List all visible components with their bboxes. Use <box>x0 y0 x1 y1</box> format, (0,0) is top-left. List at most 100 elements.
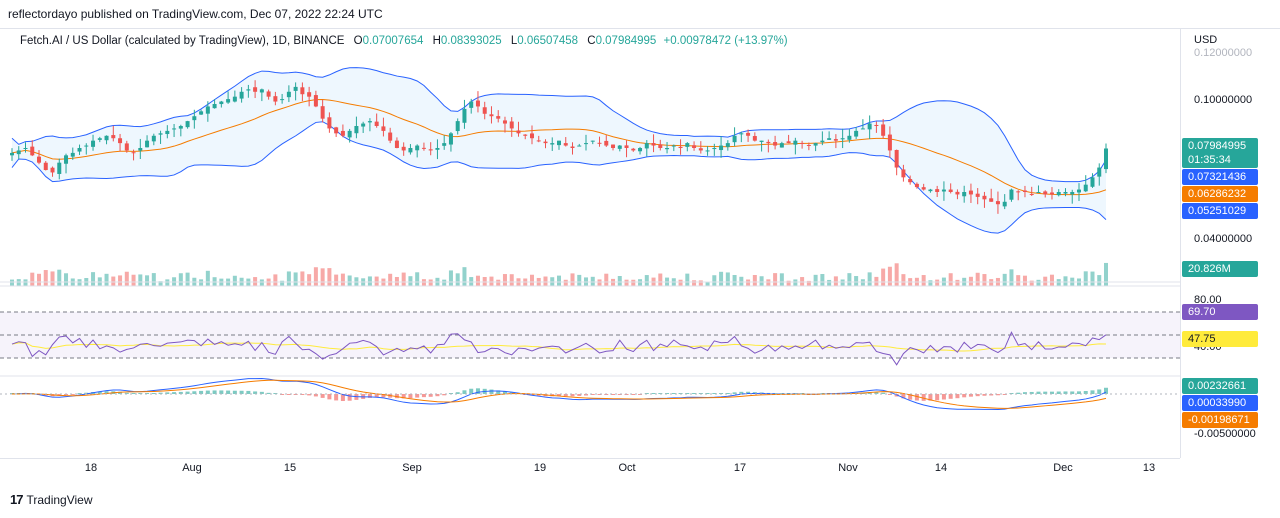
macd-histogram-bar <box>1063 391 1068 394</box>
last-price-tag: 0.07984995 01:35:34 <box>1182 138 1258 168</box>
candle-body <box>638 148 643 152</box>
candle-body <box>563 143 568 146</box>
volume-bar <box>793 279 798 286</box>
volume-bar <box>604 273 609 286</box>
candle-body <box>367 121 372 123</box>
macd-histogram-bar <box>259 391 264 394</box>
candle-body <box>719 145 724 151</box>
macd-histogram-bar <box>239 390 244 394</box>
macd-histogram-bar <box>489 389 494 394</box>
candle-body <box>786 141 791 144</box>
candle-body <box>806 144 811 146</box>
chart-frame <box>0 28 1280 488</box>
macd-histogram-bar <box>118 391 123 394</box>
candle-body <box>658 144 663 148</box>
volume-bar <box>840 279 845 286</box>
candle-body <box>671 145 676 147</box>
candle-body <box>37 156 42 163</box>
macd-histogram-bar <box>246 390 251 394</box>
candle-body <box>286 91 291 98</box>
candle-body <box>1063 192 1068 194</box>
low-value: 0.06507458 <box>517 35 579 47</box>
volume-bar <box>638 279 643 286</box>
footer: 17 TradingView <box>10 492 93 507</box>
macd-signal-tag: -0.00198671 <box>1182 412 1258 428</box>
candle-body <box>955 191 960 195</box>
macd-histogram-bar <box>84 392 89 394</box>
macd-histogram-bar <box>442 394 447 396</box>
volume-bar <box>989 279 994 286</box>
volume-bar <box>577 274 582 286</box>
open-value: 0.07007654 <box>362 35 424 47</box>
bb-upper-tag: 0.07321436 <box>1182 169 1258 185</box>
volume-bar <box>64 273 69 286</box>
volume-bar <box>1002 273 1007 286</box>
volume-bar <box>232 275 237 286</box>
volume-bar <box>408 276 413 286</box>
low-label: L <box>510 35 518 47</box>
last-price-value: 0.07984995 <box>1188 140 1247 152</box>
volume-bar <box>340 273 345 286</box>
candle-body <box>617 145 622 149</box>
volume-bar <box>874 276 879 286</box>
macd-histogram-bar <box>131 393 136 394</box>
macd-histogram-bar <box>786 393 791 394</box>
macd-histogram-bar <box>421 394 426 398</box>
macd-histogram-bar <box>725 393 730 394</box>
volume-bar <box>300 271 305 286</box>
volume-bar <box>570 273 575 286</box>
candle-body <box>293 86 298 91</box>
candle-body <box>577 145 582 147</box>
macd-histogram-bar <box>327 394 332 400</box>
candle-body <box>185 121 190 128</box>
volume-bar <box>320 268 325 286</box>
candle-body <box>30 146 35 156</box>
price-tick: 0.04000000 <box>1194 233 1253 245</box>
candle-body <box>962 192 967 197</box>
volume-bar <box>199 279 204 286</box>
volume-bar <box>597 279 602 286</box>
macd-histogram-bar <box>367 394 372 398</box>
volume-bar <box>1063 276 1068 286</box>
candle-body <box>644 143 649 149</box>
candle-body <box>827 138 832 140</box>
symbol-title[interactable]: Fetch.AI / US Dollar (calculated by Trad… <box>20 35 345 47</box>
macd-histogram-bar <box>286 394 291 395</box>
volume-bar <box>57 269 62 286</box>
open-label: O <box>353 35 363 47</box>
macd-histogram-bar <box>671 393 676 394</box>
time-axis[interactable] <box>0 458 1180 488</box>
candle-body <box>570 146 575 148</box>
macd-histogram-bar <box>887 394 892 395</box>
high-value: 0.08393025 <box>440 35 502 47</box>
volume-bar <box>293 272 298 286</box>
macd-histogram-bar <box>1029 391 1034 394</box>
macd-histogram-bar <box>732 392 737 394</box>
volume-bar <box>901 274 906 286</box>
volume-bar <box>347 275 352 286</box>
volume-bar <box>91 272 96 286</box>
price-chart[interactable] <box>0 28 1180 458</box>
candle-body <box>307 92 312 97</box>
volume-tag: 20.826M <box>1182 261 1258 277</box>
macd-histogram-bar <box>219 390 224 394</box>
macd-histogram-bar <box>1036 391 1041 394</box>
macd-signal-line <box>11 379 1107 409</box>
candle-body <box>502 120 507 124</box>
macd-hist-tag: 0.00232661 <box>1182 378 1258 394</box>
candle-body <box>64 155 69 164</box>
macd-histogram-bar <box>921 394 926 401</box>
macd-histogram-bar <box>584 394 589 396</box>
volume-bar <box>894 263 899 286</box>
footer-brand[interactable]: TradingView <box>26 492 93 507</box>
volume-bar <box>77 279 82 286</box>
tradingview-logo-icon[interactable]: 17 <box>10 492 24 507</box>
volume-bar <box>928 280 933 286</box>
candle-body <box>394 140 399 148</box>
candle-body <box>793 140 798 145</box>
volume-bar <box>111 276 116 286</box>
price-axis[interactable] <box>1180 28 1280 458</box>
macd-histogram-bar <box>1056 391 1061 394</box>
volume-bar <box>1022 275 1027 286</box>
candle-body <box>887 134 892 151</box>
